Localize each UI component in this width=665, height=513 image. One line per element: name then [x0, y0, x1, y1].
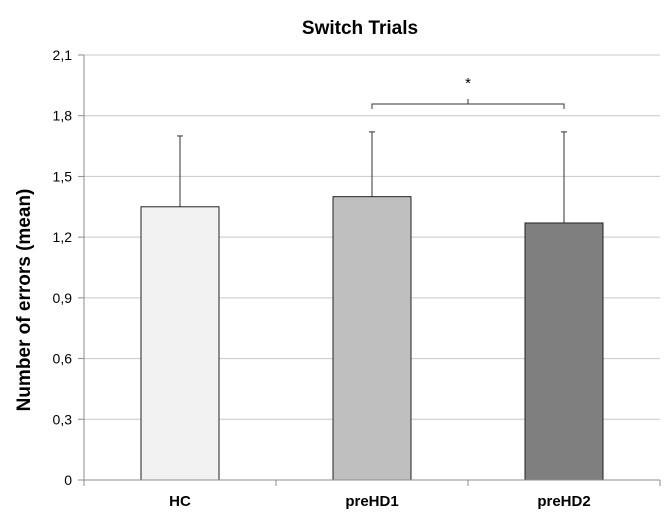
x-tick-label: preHD2	[537, 493, 590, 510]
y-tick-label: 0,6	[53, 351, 73, 367]
x-axis-ticks: HC preHD1 preHD2	[169, 493, 591, 510]
x-tick-label: preHD1	[345, 493, 398, 510]
bar-prehd2	[524, 222, 604, 481]
y-axis-label: Number of errors (mean)	[14, 189, 35, 412]
significance-bracket: *	[371, 75, 565, 109]
y-tick-label: 2,1	[53, 47, 73, 63]
y-axis-ticks: 0 0,3 0,6 0,9 1,2 1,5 1,8 2,1	[53, 47, 84, 488]
bar-prehd1	[332, 196, 412, 481]
chart-title: Switch Trials	[302, 18, 418, 39]
y-tick-label: 0,9	[53, 290, 73, 306]
axes	[78, 55, 661, 486]
significance-bracket-line	[371, 99, 565, 109]
y-tick-label: 0	[64, 472, 72, 488]
y-tick-label: 1,8	[53, 108, 73, 124]
y-tick-label: 0,3	[53, 411, 73, 427]
bar-hc	[140, 206, 220, 481]
significance-star: *	[465, 75, 471, 92]
error-bars	[177, 131, 567, 223]
bars	[140, 196, 604, 481]
y-tick-label: 1,5	[53, 168, 73, 184]
y-tick-label: 1,2	[53, 229, 73, 245]
x-tick-label: HC	[169, 493, 191, 510]
